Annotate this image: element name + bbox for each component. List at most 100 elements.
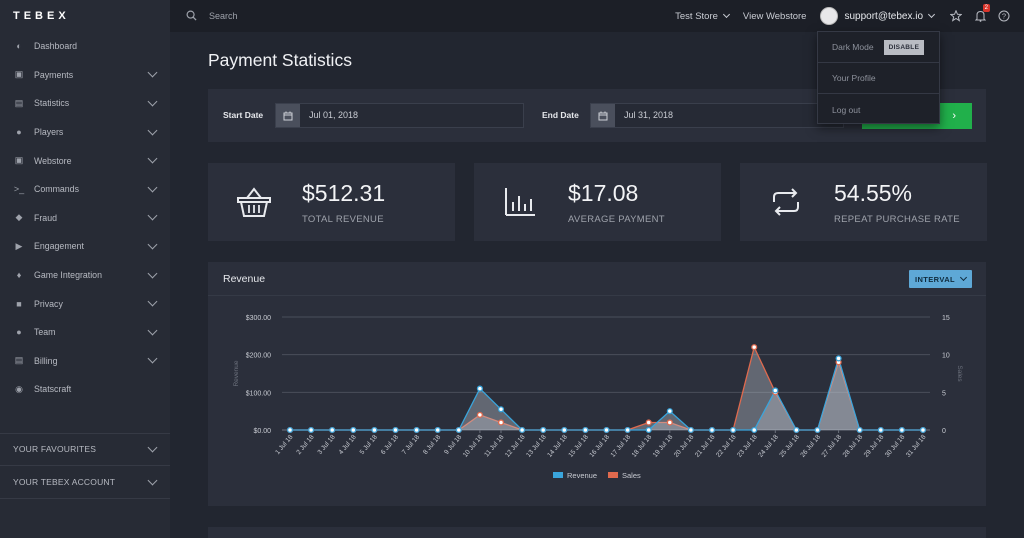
your-profile-link[interactable]: Your Profile [818,63,939,94]
sidebar-item-statscraft[interactable]: ◉ Statscraft [0,375,170,404]
data-point-revenue [350,426,357,434]
sidebar-item-label: Commands [34,184,79,195]
sidebar-item-label: Statscraft [34,384,72,395]
sidebar-divider [0,498,170,499]
end-date-field[interactable]: Jul 31, 2018 [590,103,844,128]
x-tick-label: 12 Jul 18 [504,434,527,459]
start-date-field[interactable]: Jul 01, 2018 [275,103,524,128]
chevron-down-icon [147,268,158,278]
sidebar-item-dashboard[interactable]: ◐ Dashboard [0,32,170,61]
data-point-revenue [519,426,526,434]
players-icon: ● [16,127,22,138]
star-icon[interactable] [944,10,968,22]
data-point-revenue [793,426,800,434]
y-tick-label-left: $300.00 [246,315,271,322]
sidebar-item-players[interactable]: ● Players [0,118,170,147]
end-date-label: End Date [542,110,579,120]
data-point-revenue [540,426,547,434]
sidebar-item-commands[interactable]: >_ Commands [0,175,170,204]
topbar: Test Store View Webstore support@tebex.i… [170,0,1024,32]
sidebar-item-statistics[interactable]: ▤ Statistics [0,89,170,118]
legend-label-sales: Sales [622,471,641,480]
next-panel [208,527,986,538]
y-axis-title-right: Sales [956,365,963,382]
search-icon[interactable] [186,10,197,23]
user-email: support@tebex.io [844,10,923,22]
sidebar-item-label: Engagement [34,241,84,252]
tebex-logo[interactable]: TEBEX [13,10,70,22]
x-tick-label: 13 Jul 18 [525,434,548,459]
sidebar-account[interactable]: YOUR TEBEX ACCOUNT [0,466,170,498]
dark-mode-toggle[interactable]: DISABLE [883,39,925,55]
sidebar-nav: ◐ Dashboard ▣ Payments ▤ Statistics ● Players ▣ W… [0,32,170,404]
sidebar-item-game-integration[interactable]: ♦ Game Integration [0,261,170,290]
chevron-down-icon [147,210,158,221]
x-tick-label: 6 Jul 18 [380,434,400,456]
store-selector[interactable]: Test Store [675,10,730,22]
sidebar-favourites[interactable]: YOUR FAVOURITES [0,433,170,465]
stat-value: $512.31 [302,180,386,206]
sidebar-item-team[interactable]: ● Team [0,318,170,347]
bar-chart-icon [505,188,535,216]
data-point-revenue [329,426,336,434]
basket-icon [237,187,271,217]
sidebar-item-fraud[interactable]: ◆ Fraud [0,204,170,233]
x-tick-label: 25 Jul 18 [778,434,801,459]
sidebar-item-webstore[interactable]: ▣ Webstore [0,146,170,175]
sidebar-item-privacy[interactable]: ■ Privacy [0,289,170,318]
chevron-down-icon [147,125,158,136]
search-input[interactable] [209,11,409,21]
calendar-icon [591,104,615,127]
sidebar-item-engagement[interactable]: ▶ Engagement [0,232,170,261]
logout-link[interactable]: Log out [832,104,861,115]
view-webstore-link[interactable]: View Webstore [742,10,807,22]
chevron-down-icon [722,10,730,19]
chevron-down-icon [147,296,158,307]
start-date-value: Jul 01, 2018 [309,110,359,120]
y-tick-label-right: 0 [942,428,946,435]
x-tick-label: 22 Jul 18 [715,434,738,459]
help-icon[interactable]: ? [992,10,1016,22]
series-area-revenue [290,358,923,430]
stat-card-repeat-purchase-rate: 54.55% REPEAT PURCHASE RATE [740,163,987,241]
chevron-down-icon [147,239,158,250]
page-title: Payment Statistics [208,50,352,70]
data-point-revenue [582,426,589,434]
chevron-down-icon [147,153,158,164]
sidebar-item-billing[interactable]: ▤ Billing [0,347,170,376]
sidebar-divider [0,433,170,434]
y-tick-label-left: $0.00 [253,428,271,435]
user-menu[interactable]: support@tebex.io [820,7,936,25]
y-tick-label-right: 10 [942,353,950,360]
bell-icon[interactable]: 2 [968,4,992,22]
data-point-revenue [413,426,420,434]
legend-swatch-sales [608,472,618,478]
sidebar-item-payments[interactable]: ▣ Payments [0,61,170,90]
interval-dropdown[interactable]: INTERVAL [908,270,972,288]
sidebar-item-label: Dashboard [34,41,78,52]
x-tick-label: 30 Jul 18 [884,434,907,459]
chevron-down-icon [147,67,158,78]
sidebar-item-label: Team [34,327,56,338]
statscraft-icon: ◉ [15,383,23,394]
data-point-revenue [835,355,842,362]
data-point-revenue [286,426,294,434]
sidebar-item-label: Players [34,127,64,138]
chevron-down-icon [147,353,158,364]
billing-icon: ▤ [14,355,24,366]
revenue-panel: Revenue INTERVAL $0.00 $100.00 $200.00 $300… [208,262,986,506]
x-tick-label: 8 Jul 18 [422,434,442,456]
y-tick-label-right: 15 [942,315,950,322]
game-integration-icon: ♦ [16,270,22,281]
x-tick-label: 16 Jul 18 [588,434,611,459]
x-tick-label: 19 Jul 18 [652,434,675,459]
sidebar-item-label: Statistics [34,98,70,109]
chevron-right-icon: › [952,110,956,122]
stat-label: TOTAL REVENUE [302,214,384,225]
webstore-icon: ▣ [14,155,24,166]
x-tick-label: 17 Jul 18 [610,434,633,459]
x-tick-label: 24 Jul 18 [757,434,780,459]
x-tick-label: 11 Jul 18 [483,434,505,459]
x-tick-label: 2 Jul 18 [295,434,315,456]
data-point-revenue [708,426,716,434]
